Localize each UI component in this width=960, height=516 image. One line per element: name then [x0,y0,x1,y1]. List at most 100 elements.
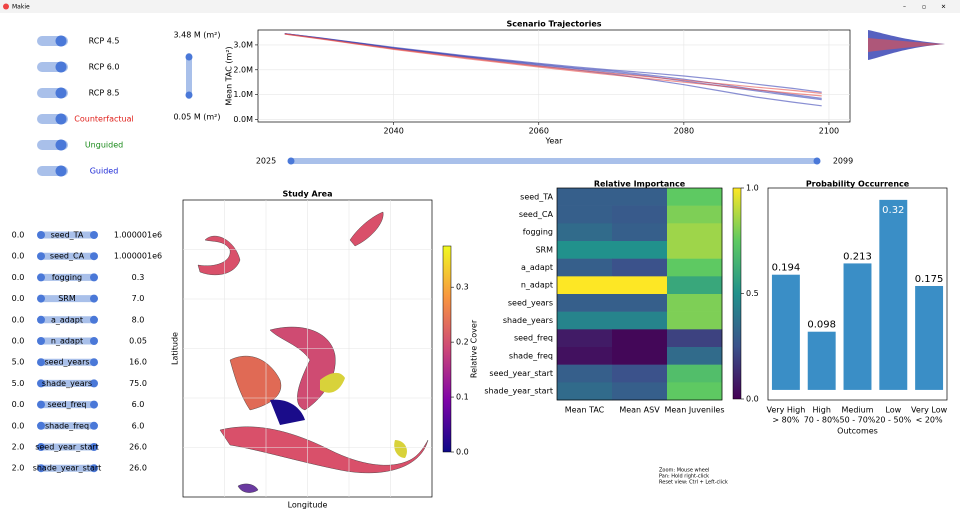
param-name: seed_years [44,358,89,367]
param-slider-knob[interactable] [37,315,45,324]
param-slider-knob[interactable] [90,464,98,473]
param-slider[interactable] [38,464,97,472]
heatmap-cell [557,382,613,401]
y-tick-label: 1.0M [233,90,253,99]
param-slider-knob[interactable] [37,273,45,282]
param-high: 0.3 [132,273,145,282]
heatmap-cell [557,364,613,383]
bar [843,263,872,390]
param-slider[interactable] [38,337,97,345]
param-high: 0.05 [129,337,147,346]
area-slider[interactable] [186,53,192,99]
param-slider-knob[interactable] [90,231,98,239]
year-slider-knob[interactable] [813,157,821,165]
row-label: seed_CA [519,210,554,219]
toggle-knob[interactable] [55,139,67,151]
param-slider-knob[interactable] [90,294,98,303]
param-slider-knob[interactable] [37,464,45,473]
area-slider-knob[interactable] [185,53,193,61]
param-low: 0.0 [12,400,25,409]
param-slider[interactable] [38,443,97,451]
toggle-label: Counterfactual [74,115,133,124]
help-text: Pan: Hold right-click [659,474,709,480]
param-slider-knob[interactable] [37,358,45,367]
param-slider-knob[interactable] [90,273,98,282]
param-low: 5.0 [12,379,25,388]
toggle-knob[interactable] [55,87,67,99]
map-shapes [197,211,429,493]
param-name: shade_years [42,379,92,388]
heatmap-cell [612,364,668,383]
y-tick-label: 3.0M [233,40,253,49]
colorbar-tick-label: 0.1 [456,393,469,402]
param-slider[interactable] [38,422,97,430]
toggle-label: Guided [90,167,119,176]
area-slider-knob[interactable] [185,91,193,99]
trajectory-line [284,33,822,97]
toggle-knob[interactable] [55,165,67,177]
param-slider-knob[interactable] [37,443,45,451]
param-slider[interactable] [38,401,97,409]
minimize-button[interactable]: – [903,4,906,11]
param-slider-knob[interactable] [90,358,98,367]
param-slider-knob[interactable] [90,252,98,261]
x-tick-sublabel: 70 - 80% [804,416,840,425]
colorbar [442,245,452,453]
param-slider-knob[interactable] [90,315,98,324]
toggle-knob[interactable] [55,61,67,73]
x-tick-label: Low [885,406,901,415]
param-slider-knob[interactable] [90,337,98,345]
plot-area [767,187,948,401]
year-slider-knob[interactable] [287,157,295,165]
bar [879,199,908,390]
param-low: 0.0 [12,294,25,303]
param-low: 0.0 [12,315,25,324]
param-slider[interactable] [38,316,97,324]
x-tick-label: 2060 [529,127,549,136]
toggle-label: RCP 8.5 [89,89,120,98]
param-slider[interactable] [38,273,97,281]
chart-title: Study Area [283,190,333,199]
density-plot-counterfactual [868,38,945,52]
param-slider[interactable] [38,358,97,366]
param-slider[interactable] [38,252,97,260]
heatmap-cell [557,294,613,312]
toggle-knob[interactable] [55,35,67,47]
param-slider-knob[interactable] [37,379,45,388]
param-slider-knob[interactable] [90,421,98,430]
toggle-knob[interactable] [55,113,67,125]
param-slider-knob[interactable] [37,294,45,303]
x-tick-label: 2100 [819,127,839,136]
param-slider-knob[interactable] [90,379,98,388]
heatmap-cell [612,205,668,224]
param-slider-knob[interactable] [37,421,45,430]
x-axis-label: Year [545,137,564,146]
close-button[interactable]: ✕ [941,4,946,11]
param-slider[interactable] [38,295,97,303]
param-high: 75.0 [129,379,147,388]
param-slider-knob[interactable] [90,400,98,409]
param-slider-knob[interactable] [37,400,45,409]
heatmap-cell [557,241,613,259]
param-slider-knob[interactable] [37,337,45,345]
param-slider[interactable] [38,379,97,387]
bar-value-label: 0.213 [843,251,872,262]
year-slider[interactable] [288,158,820,164]
title-bar [0,0,960,13]
row-label: SRM [535,245,553,254]
heatmap-cell [667,188,723,206]
param-slider-knob[interactable] [90,443,98,451]
param-high: 26.0 [129,464,147,473]
param-slider-knob[interactable] [37,252,45,261]
heatmap-cell [612,329,668,348]
param-slider-knob[interactable] [37,231,45,239]
param-slider[interactable] [38,231,97,239]
x-axis-label: Longitude [288,501,328,510]
param-name: a_adapt [51,315,83,324]
row-label: seed_freq [514,334,553,343]
param-name: seed_TA [51,231,84,240]
x-tick-label: Very Low [911,406,948,415]
help-text: Reset view: Ctrl + Left-click [659,480,728,486]
toggle-label: RCP 6.0 [89,63,120,72]
maximize-button[interactable]: ▫ [922,4,926,11]
